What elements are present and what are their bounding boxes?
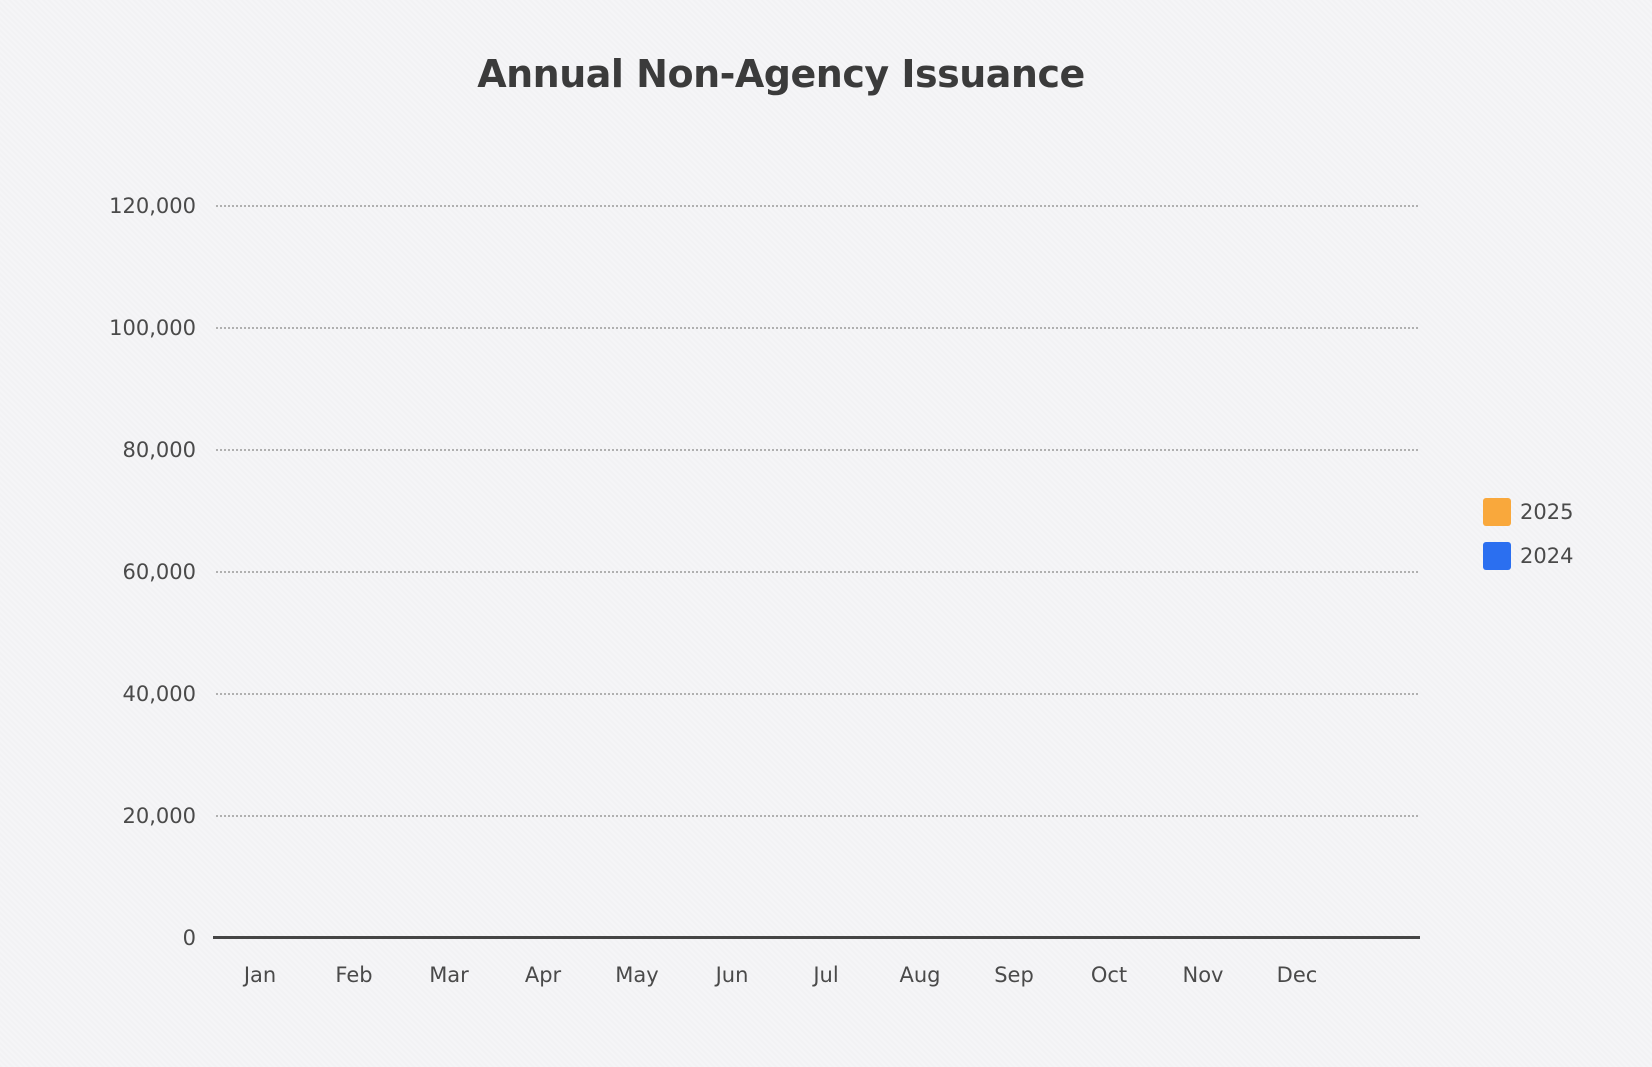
legend-item-label: 2024 (1520, 544, 1574, 568)
gridline-100000 (216, 327, 1418, 329)
x-tick-label-mar: Mar (429, 963, 469, 987)
x-axis-line (213, 936, 1420, 939)
x-tick-label-may: May (615, 963, 659, 987)
legend-item-2024[interactable]: 2024 (1483, 542, 1643, 570)
legend-swatch-2025 (1483, 498, 1511, 526)
y-tick-label-20000: 20,000 (122, 804, 196, 828)
legend-item-2025[interactable]: 2025 (1483, 498, 1643, 526)
y-tick-label-60000: 60,000 (122, 560, 196, 584)
x-tick-label-apr: Apr (524, 963, 562, 987)
chart-title: Annual Non-Agency Issuance (477, 52, 1085, 96)
gridline-80000 (216, 449, 1418, 451)
legend-item-label: 2025 (1520, 500, 1574, 524)
x-tick-label-jul: Jul (813, 963, 839, 987)
legend-swatch-2024 (1483, 542, 1511, 570)
x-tick-label-sep: Sep (994, 963, 1034, 987)
plot-area (213, 180, 1420, 980)
x-tick-label-jun: Jun (715, 963, 749, 987)
y-tick-label-80000: 80,000 (122, 438, 196, 462)
x-tick-label-aug: Aug (899, 963, 941, 987)
gridline-120000 (216, 205, 1418, 207)
x-tick-label-oct: Oct (1090, 963, 1128, 987)
x-tick-label-nov: Nov (1182, 963, 1224, 987)
x-tick-label-feb: Feb (335, 963, 373, 987)
gridline-20000 (216, 815, 1418, 817)
legend: 2025 2024 (1483, 498, 1643, 586)
y-tick-label-100000: 100,000 (109, 316, 196, 340)
y-tick-label-40000: 40,000 (122, 682, 196, 706)
gridline-60000 (216, 571, 1418, 573)
x-tick-label-jan: Jan (243, 963, 277, 987)
gridline-40000 (216, 693, 1418, 695)
y-tick-label-120000: 120,000 (109, 194, 196, 218)
x-tick-label-dec: Dec (1276, 963, 1318, 987)
y-tick-label-0: 0 (182, 926, 196, 950)
